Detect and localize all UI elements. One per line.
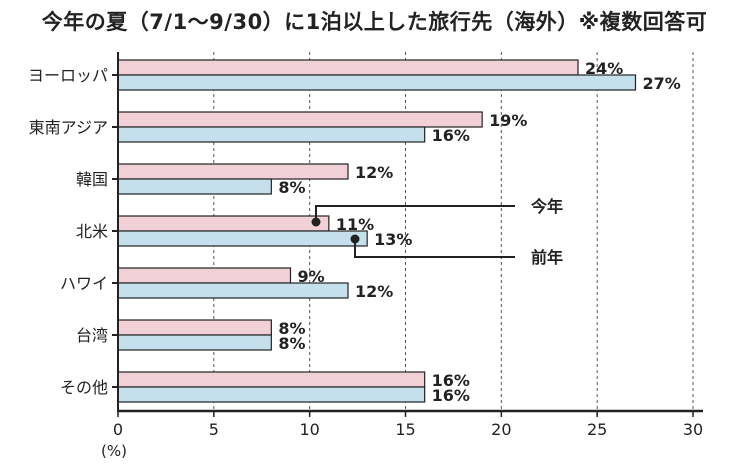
- value-labels: 24%27%19%16%12%8%11%13%9%12%8%8%16%16%: [278, 59, 680, 405]
- value-label: 16%: [432, 126, 470, 145]
- x-unit-label: (%): [101, 442, 127, 460]
- category-label: 韓国: [76, 170, 108, 189]
- x-tick-label: 10: [299, 420, 319, 439]
- x-tick-label: 0: [113, 420, 123, 439]
- category-label: その他: [60, 378, 108, 397]
- annotation-label-this-year: 今年: [530, 197, 563, 216]
- x-tick-label: 25: [587, 420, 607, 439]
- category-label: ハワイ: [60, 274, 108, 293]
- chart-title: 今年の夏（7/1〜9/30）に1泊以上した旅行先（海外）※複数回答可: [41, 10, 708, 34]
- bar-this-year: [117, 163, 349, 180]
- bar-this-year: [117, 371, 426, 388]
- value-label: 13%: [374, 230, 412, 249]
- x-tick-label: 15: [395, 420, 415, 439]
- value-label: 8%: [278, 319, 305, 338]
- value-label: 8%: [278, 178, 305, 197]
- bar-last-year: [117, 74, 637, 91]
- x-tick-label: 30: [683, 420, 703, 439]
- value-label: 16%: [432, 371, 470, 390]
- bar-this-year: [117, 319, 272, 336]
- annotation-line-last-year: [354, 239, 515, 258]
- bar-last-year: [117, 178, 272, 195]
- category-label: 東南アジア: [29, 118, 108, 137]
- value-label: 8%: [278, 334, 305, 353]
- value-label: 9%: [298, 267, 325, 286]
- bar-last-year: [117, 334, 272, 351]
- legend-annotations: 今年 前年: [311, 197, 563, 267]
- bar-last-year: [117, 230, 368, 247]
- axes: [112, 52, 703, 417]
- value-label: 24%: [585, 59, 623, 78]
- x-tick-labels: 0 5 10 15 20 25 30: [113, 420, 703, 439]
- category-label: ヨーロッパ: [28, 66, 108, 85]
- value-label: 16%: [432, 386, 470, 405]
- bar-last-year: [117, 126, 426, 143]
- value-label: 12%: [355, 163, 393, 182]
- bar-this-year: [117, 59, 579, 76]
- bar-last-year: [117, 386, 426, 403]
- annotation-line-this-year: [315, 205, 515, 222]
- bar-this-year: [117, 215, 330, 232]
- value-label: 12%: [355, 282, 393, 301]
- value-label: 27%: [643, 74, 681, 93]
- category-label: 台湾: [76, 326, 108, 345]
- value-label: 11%: [336, 215, 374, 234]
- category-label: 北米: [76, 222, 108, 241]
- bar-this-year: [117, 267, 292, 284]
- bar-this-year: [117, 111, 483, 128]
- value-label: 19%: [489, 111, 527, 130]
- annotation-label-last-year: 前年: [531, 248, 563, 267]
- x-tick-label: 5: [209, 420, 219, 439]
- x-tick-label: 20: [491, 420, 511, 439]
